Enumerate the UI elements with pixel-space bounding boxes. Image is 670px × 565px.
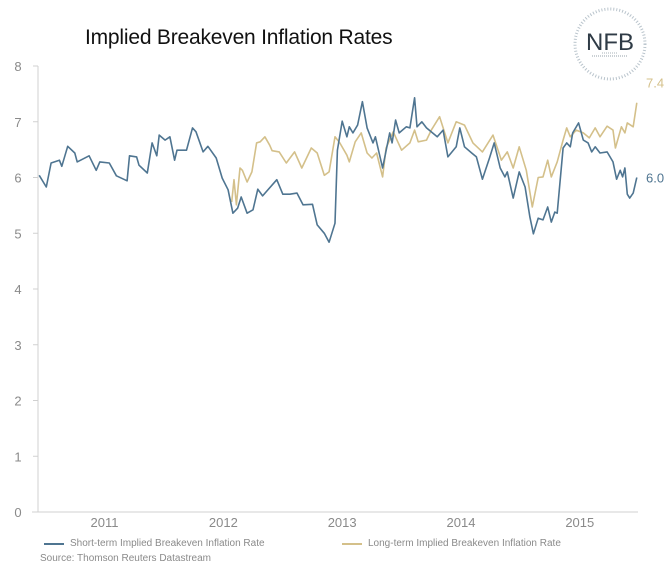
y-tick-label: 3 <box>14 338 21 353</box>
end-label-long-term: 7.4 <box>646 75 664 90</box>
y-tick-label: 6 <box>14 171 21 186</box>
series-line-short-term <box>38 97 638 243</box>
y-tick-label: 0 <box>14 505 21 520</box>
legend-label-long-term: Long-term Implied Breakeven Inflation Ra… <box>368 538 561 549</box>
legend-swatch-long-term <box>342 542 362 545</box>
y-tick-label: 2 <box>14 394 21 409</box>
x-tick-label: 2012 <box>209 515 238 530</box>
x-tick-label: 2011 <box>91 515 119 530</box>
axes <box>32 65 638 513</box>
y-tick-label: 5 <box>14 226 21 241</box>
series-layer <box>38 97 638 243</box>
x-tick-label: 2013 <box>328 515 357 530</box>
chart-title: Implied Breakeven Inflation Rates <box>85 26 393 49</box>
legend-swatch-short-term <box>44 542 64 545</box>
y-tick-label: 8 <box>14 59 21 74</box>
legend-label-short-term: Short-term Implied Breakeven Inflation R… <box>70 538 265 549</box>
labels: 0 1 2 3 4 5 6 7 8 2011 2012 2013 2014 2015 6.0 7.4 <box>14 59 664 530</box>
y-tick-label: 7 <box>14 115 21 130</box>
source-note: Source: Thomson Reuters Datastream <box>40 553 212 564</box>
legend-item-short-term: Short-term Implied Breakeven Inflation R… <box>44 538 265 549</box>
nfb-logo: NFB <box>573 7 647 81</box>
x-tick-label: 2015 <box>565 515 594 530</box>
y-tick-label: 1 <box>14 449 21 464</box>
end-label-short-term: 6.0 <box>646 171 664 186</box>
legend-item-long-term: Long-term Implied Breakeven Inflation Ra… <box>342 538 561 549</box>
x-tick-label: 2014 <box>447 515 476 530</box>
y-tick-label: 4 <box>14 282 21 297</box>
series-line-long-term <box>230 102 638 208</box>
svg-text:NFB: NFB <box>586 29 634 56</box>
